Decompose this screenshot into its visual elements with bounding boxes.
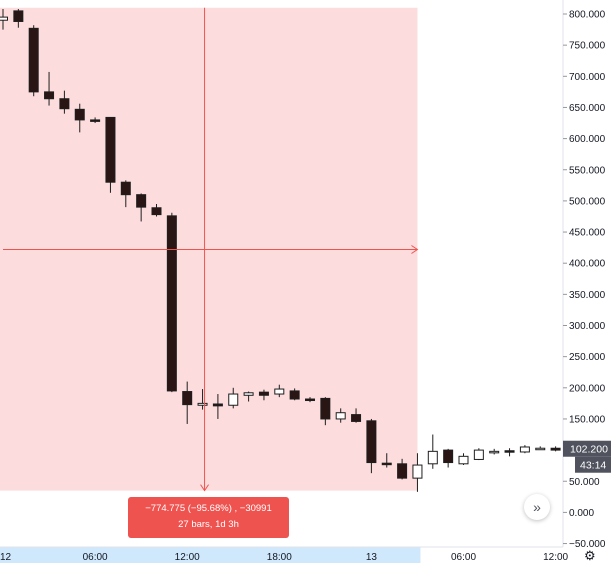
candle-body <box>381 462 392 466</box>
price-tick-label: 500.000 <box>569 196 606 207</box>
candle-body <box>458 455 469 465</box>
price-tick-label: −50.000 <box>569 539 606 550</box>
candle-body <box>289 390 300 400</box>
candle-body <box>473 449 484 460</box>
candle-body <box>212 403 223 407</box>
candle-body <box>0 16 8 21</box>
price-tick-label: 650.000 <box>569 103 606 114</box>
time-tick-label: 18:00 <box>267 552 292 563</box>
candle-body <box>412 464 423 479</box>
candle-body <box>489 450 500 454</box>
price-tick-label: 800.000 <box>569 10 606 21</box>
candle-body <box>28 27 39 93</box>
candle-body <box>397 463 408 479</box>
candle-body <box>504 450 515 453</box>
candle-body <box>443 449 454 464</box>
candle-body <box>197 402 208 406</box>
price-tick-label: 250.000 <box>569 352 606 363</box>
time-tick-label: 13 <box>366 552 378 563</box>
candle-body <box>90 119 101 122</box>
gear-icon[interactable]: ⚙ <box>584 548 596 563</box>
price-tick-label: 200.000 <box>569 383 606 394</box>
candle-body <box>519 446 530 453</box>
candle-body <box>427 450 438 465</box>
candle-body <box>120 181 131 196</box>
candle-body <box>550 447 561 451</box>
price-tick-label: 450.000 <box>569 228 606 239</box>
last-price-label: 102.200 <box>570 444 608 456</box>
price-tick-label: 50.000 <box>569 477 600 488</box>
price-tick-label: 600.000 <box>569 134 606 145</box>
price-tick-label: 550.000 <box>569 165 606 176</box>
last-price-label-bg <box>563 440 611 457</box>
candle-body <box>44 91 55 100</box>
candle-body <box>13 10 24 22</box>
measure-change-text: −774.775 (−95.68%) , −30991 <box>145 503 272 514</box>
measure-bars-text: 27 bars, 1d 3h <box>178 519 239 530</box>
candle-body <box>59 98 70 110</box>
scroll-to-realtime-button[interactable]: » <box>524 494 550 520</box>
candle-body <box>366 420 377 464</box>
price-tick-label: 150.000 <box>569 414 606 425</box>
price-tick-label: 300.000 <box>569 321 606 332</box>
price-tick-label: 700.000 <box>569 72 606 83</box>
price-tick-label: 750.000 <box>569 41 606 52</box>
measure-tooltip: −774.775 (−95.68%) , −30991 27 bars, 1d … <box>128 497 289 538</box>
candle-body <box>105 116 116 183</box>
candle-body <box>351 414 362 422</box>
candle-body <box>274 388 285 395</box>
price-tick-label: 350.000 <box>569 290 606 301</box>
candle-body <box>136 194 147 208</box>
candle-body <box>182 391 193 406</box>
candle-body <box>243 392 254 396</box>
crosshair-arrow-right <box>411 245 419 254</box>
price-tick-label: 400.000 <box>569 259 606 270</box>
candle-body <box>151 207 162 216</box>
countdown-label-bg <box>575 456 611 473</box>
candle-body <box>258 391 269 396</box>
countdown-label: 43:14 <box>580 460 606 472</box>
time-tick-label: 12:00 <box>543 552 568 563</box>
candle-body <box>535 447 546 451</box>
candle-body <box>166 215 177 392</box>
time-tick-label: 12 <box>0 552 12 563</box>
time-axis-highlight <box>0 547 421 563</box>
candle-body <box>74 108 85 121</box>
time-tick-label: 06:00 <box>83 552 108 563</box>
candle-body <box>335 412 346 420</box>
time-tick-label: 12:00 <box>175 552 200 563</box>
candle-body <box>228 393 239 406</box>
price-tick-label: 0.000 <box>569 508 594 519</box>
time-tick-label: 06:00 <box>451 552 476 563</box>
candle-body <box>320 397 331 420</box>
crosshair-arrow-down <box>200 484 209 492</box>
candle-body <box>305 398 315 402</box>
double-chevron-right-icon: » <box>533 499 541 515</box>
